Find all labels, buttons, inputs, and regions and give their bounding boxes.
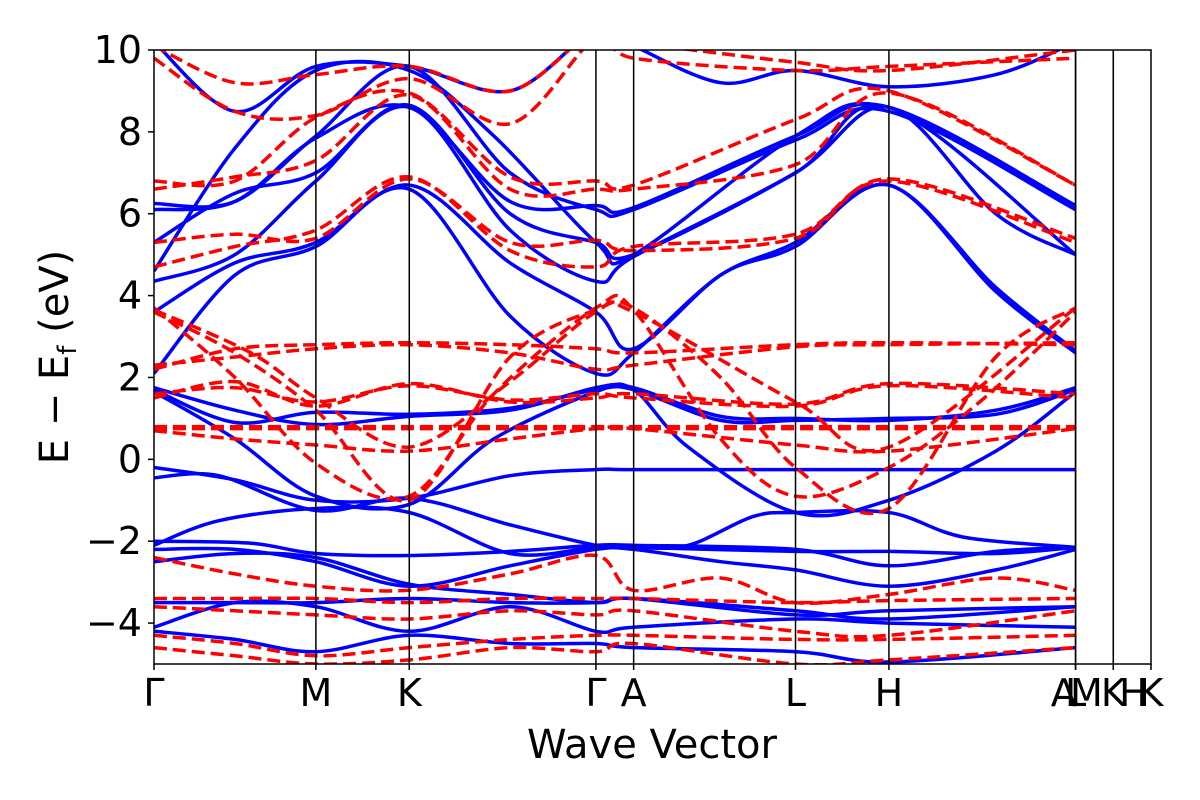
x-axis-label: Wave Vector	[527, 722, 778, 768]
band-line	[154, 633, 1076, 658]
x-tick-label: K	[1101, 671, 1127, 715]
band-line	[154, 91, 1077, 198]
band-line	[154, 86, 1077, 191]
x-tick-label: K	[397, 671, 423, 715]
band-line	[154, 182, 1077, 377]
y-axis-label-unit: (eV)	[32, 250, 78, 346]
band-line	[158, 50, 1076, 94]
x-tick-label: M	[1070, 671, 1103, 715]
band-line	[154, 175, 1077, 269]
band-line	[154, 641, 1076, 664]
band-line	[154, 340, 1076, 372]
band-line	[154, 553, 1076, 605]
band-line	[154, 340, 1076, 371]
x-tick-label: A	[621, 671, 647, 715]
x-tick-label: H	[1119, 671, 1148, 715]
y-tick-label: 4	[118, 274, 142, 318]
y-tick-label: 2	[118, 355, 142, 399]
x-tick-label: Γ	[585, 671, 606, 715]
y-axis-label-subscript: f	[53, 345, 83, 355]
x-tick-label: L	[785, 671, 806, 715]
x-tick-label: K	[1139, 671, 1165, 715]
x-tick-label: M	[299, 671, 332, 715]
x-tick-label: Γ	[143, 671, 164, 715]
x-tick-label: A	[1051, 671, 1077, 715]
band-line	[154, 293, 1077, 501]
band-line	[154, 177, 1077, 253]
y-tick-label: 0	[118, 437, 142, 481]
y-tick-label: 6	[118, 192, 142, 236]
plot-frame	[153, 49, 1152, 665]
band-line	[154, 465, 1076, 504]
y-tick-label: −2	[86, 519, 142, 563]
band-line	[154, 596, 1076, 605]
x-tick-label: L	[1065, 671, 1086, 715]
band-line	[154, 599, 1076, 635]
y-tick-label: 8	[118, 110, 142, 154]
y-axis-label: E − Ef (eV)	[32, 250, 83, 465]
band-line	[154, 604, 1076, 639]
band-line	[154, 545, 1077, 588]
high-symmetry-lines	[315, 50, 1115, 664]
y-axis-ticks: 10 8 6 4 2 0 −2 −4	[86, 28, 154, 645]
band-line	[159, 50, 1063, 114]
y-tick-label: 10	[94, 28, 142, 72]
y-tick-label: −4	[86, 601, 142, 645]
band-line	[154, 64, 1077, 219]
y-axis-label-main: E − E	[32, 355, 78, 465]
band-line	[154, 50, 1076, 127]
x-tick-label: H	[875, 671, 904, 715]
band-line	[154, 300, 1077, 453]
